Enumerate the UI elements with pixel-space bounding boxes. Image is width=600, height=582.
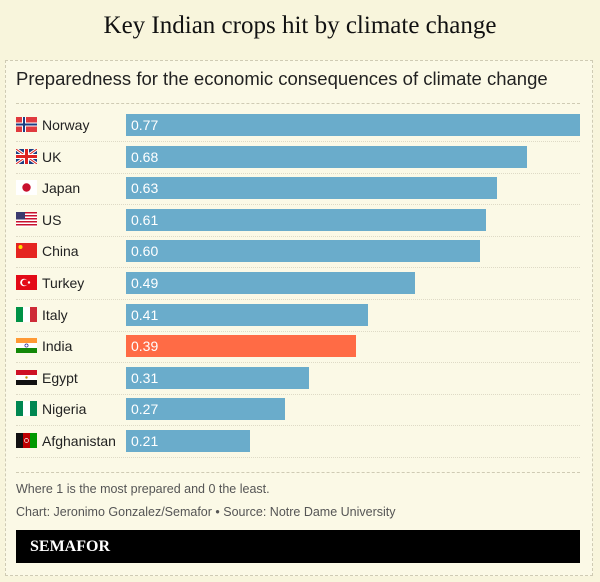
value-label: 0.21 (131, 433, 159, 449)
value-label: 0.49 (131, 275, 159, 291)
value-label: 0.61 (131, 211, 159, 228)
bar-row-china: China 0.60 (16, 236, 580, 269)
category-label: Norway (42, 117, 90, 133)
bar-china: 0.60 (126, 240, 480, 263)
italy-flag-icon (16, 306, 37, 322)
nigeria-flag-icon (16, 401, 37, 417)
value-label: 0.63 (131, 180, 159, 197)
category-label: Egypt (42, 369, 78, 386)
value-label: 0.41 (131, 306, 159, 323)
bar-uk: 0.68 (126, 145, 527, 168)
bar-row-india: India 0.39 (16, 331, 580, 364)
category-label: Afghanistan (42, 433, 116, 449)
bar-afghanistan: 0.21 (126, 430, 250, 452)
bar-row-italy: Italy 0.41 (16, 300, 580, 332)
value-label: 0.77 (131, 117, 159, 133)
category-label: Italy (42, 306, 68, 323)
bar-row-turkey: Turkey 0.49 (16, 268, 580, 300)
chart-credit: Chart: Jeronimo Gonzalez/Semafor • Sourc… (16, 505, 396, 519)
india-flag-icon (16, 338, 37, 354)
bar-row-japan: Japan 0.63 (16, 173, 580, 206)
divider (16, 472, 580, 473)
bar-norway: 0.77 (126, 114, 580, 136)
chart-note: Where 1 is the most prepared and 0 the l… (16, 482, 270, 496)
value-label: 0.27 (131, 401, 159, 418)
value-label: 0.39 (131, 338, 159, 355)
bar-japan: 0.63 (126, 177, 498, 200)
category-label: Nigeria (42, 401, 87, 418)
turkey-flag-icon (16, 275, 37, 290)
bar-egypt: 0.31 (126, 366, 309, 389)
bar-us: 0.61 (126, 208, 486, 231)
uk-flag-icon (16, 148, 37, 164)
value-label: 0.60 (131, 243, 159, 260)
bar-row-nigeria: Nigeria 0.27 (16, 394, 580, 427)
category-label: Turkey (42, 275, 85, 291)
category-label: US (42, 211, 62, 228)
norway-flag-icon (16, 117, 37, 132)
bar-row-us: US 0.61 (16, 205, 580, 237)
egypt-flag-icon (16, 369, 37, 385)
semafor-logo: SEMAFOR (16, 530, 580, 563)
bar-india: 0.39 (126, 335, 356, 358)
bar-turkey: 0.49 (126, 272, 415, 294)
bar-nigeria: 0.27 (126, 398, 286, 421)
china-flag-icon (16, 243, 37, 259)
category-label: UK (42, 148, 62, 165)
us-flag-icon (16, 211, 37, 227)
category-label: India (42, 338, 73, 355)
value-label: 0.68 (131, 148, 159, 165)
category-label: Japan (42, 180, 81, 197)
bar-row-norway: Norway 0.77 (16, 110, 580, 142)
category-label: China (42, 243, 79, 260)
chart-title: Preparedness for the economic consequenc… (16, 68, 548, 89)
bar-row-uk: UK 0.68 (16, 142, 580, 174)
afghanistan-flag-icon (16, 433, 37, 448)
divider (16, 103, 580, 104)
japan-flag-icon (16, 180, 37, 196)
logo-text: SEMAFOR (30, 538, 110, 555)
value-label: 0.31 (131, 369, 159, 386)
page-title: Key Indian crops hit by climate change (103, 12, 497, 39)
bar-row-egypt: Egypt 0.31 (16, 363, 580, 395)
bar-row-afghanistan: Afghanistan 0.21 (16, 426, 580, 458)
bar-italy: 0.41 (126, 303, 368, 326)
